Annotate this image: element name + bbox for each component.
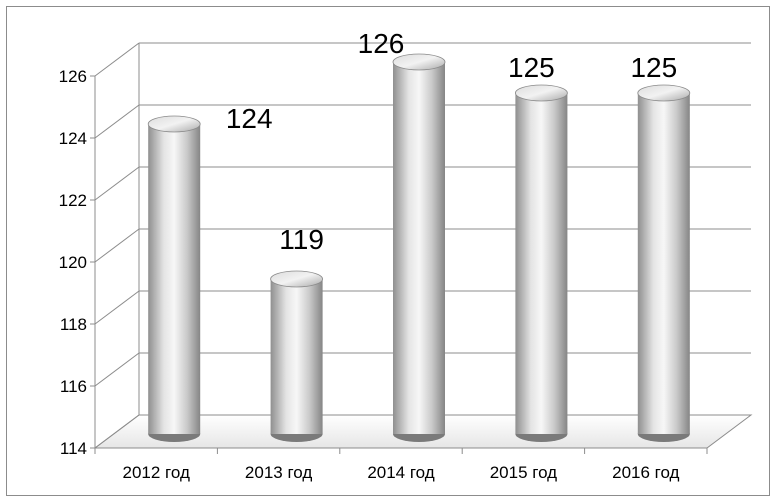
bar-body bbox=[148, 124, 201, 434]
data-label: 124 bbox=[226, 103, 273, 134]
x-category-label: 2012 год bbox=[123, 463, 190, 482]
gridline-diagonal bbox=[94, 352, 140, 387]
bar bbox=[515, 84, 568, 442]
y-tick-label: 118 bbox=[60, 315, 87, 334]
y-tick-label: 116 bbox=[60, 377, 87, 396]
x-category-label: 2015 год bbox=[490, 463, 557, 482]
bar bbox=[392, 53, 446, 442]
bar-body bbox=[270, 279, 323, 434]
bar-top bbox=[147, 115, 201, 133]
bar bbox=[637, 84, 691, 442]
data-label: 125 bbox=[508, 52, 555, 83]
data-label: 125 bbox=[630, 52, 677, 83]
bar-top bbox=[515, 84, 568, 102]
y-tick-label: 122 bbox=[59, 191, 87, 210]
y-tick-label: 126 bbox=[59, 67, 87, 86]
data-label: 126 bbox=[358, 28, 405, 59]
x-category-label: 2016 год bbox=[612, 463, 679, 482]
x-category-label: 2014 год bbox=[367, 463, 434, 482]
y-tick-label: 114 bbox=[60, 439, 87, 458]
gridline-diagonal bbox=[94, 104, 140, 139]
gridline-diagonal bbox=[94, 414, 140, 449]
x-category-label: 2013 год bbox=[245, 463, 312, 482]
bar-body bbox=[637, 93, 690, 434]
y-tick-label: 120 bbox=[59, 253, 87, 272]
bar-top bbox=[392, 53, 446, 71]
gridline-diagonal bbox=[94, 290, 140, 325]
data-label: 119 bbox=[279, 224, 324, 255]
bar-top bbox=[270, 270, 324, 288]
labels: 114 116 118 120 122 124 126 2012 год 124 2013 год… bbox=[59, 28, 680, 482]
gridline-diagonal bbox=[94, 228, 140, 263]
bar bbox=[270, 270, 324, 442]
axes bbox=[90, 75, 708, 454]
bar bbox=[147, 115, 201, 442]
bar-body bbox=[515, 93, 568, 434]
gridline-diagonal bbox=[94, 166, 140, 201]
gridline-diagonal bbox=[94, 42, 140, 77]
bar-top bbox=[637, 84, 691, 102]
y-tick-label: 124 bbox=[59, 129, 87, 148]
bars bbox=[147, 53, 691, 442]
bar-body bbox=[393, 62, 445, 434]
